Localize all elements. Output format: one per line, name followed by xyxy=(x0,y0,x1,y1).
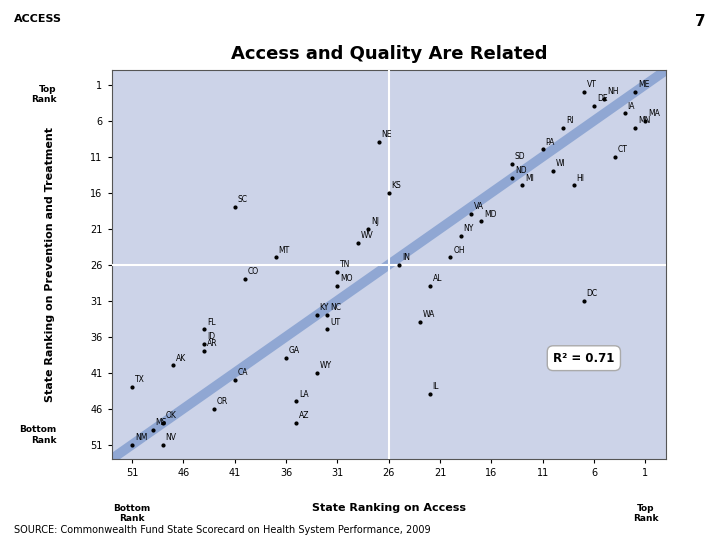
Text: WV: WV xyxy=(361,231,374,240)
Text: MO: MO xyxy=(341,274,353,284)
Text: ACCESS: ACCESS xyxy=(14,14,63,24)
Text: MS: MS xyxy=(156,418,167,428)
Text: CO: CO xyxy=(248,267,259,276)
Text: RI: RI xyxy=(566,116,574,125)
Text: MN: MN xyxy=(638,116,650,125)
Text: ND: ND xyxy=(515,166,526,176)
Text: KS: KS xyxy=(392,181,401,190)
Text: CT: CT xyxy=(618,145,627,154)
Text: MT: MT xyxy=(279,246,290,255)
Text: VA: VA xyxy=(474,202,484,212)
Text: SD: SD xyxy=(515,152,526,161)
Text: IA: IA xyxy=(628,102,635,111)
Text: WI: WI xyxy=(556,159,566,168)
Text: PA: PA xyxy=(546,138,555,147)
Text: NC: NC xyxy=(330,303,341,312)
Title: Access and Quality Are Related: Access and Quality Are Related xyxy=(230,45,547,63)
Text: R² = 0.71: R² = 0.71 xyxy=(553,352,615,365)
Text: TX: TX xyxy=(135,375,145,384)
Text: Bottom
Rank: Bottom Rank xyxy=(114,504,150,523)
Text: KY: KY xyxy=(320,303,329,312)
Text: VT: VT xyxy=(587,80,596,89)
Text: GA: GA xyxy=(289,347,300,355)
Text: SOURCE: Commonwealth Fund State Scorecard on Health System Performance, 2009: SOURCE: Commonwealth Fund State Scorecar… xyxy=(14,524,431,535)
Text: NJ: NJ xyxy=(371,217,379,226)
Text: MA: MA xyxy=(648,109,660,118)
Text: IL: IL xyxy=(433,382,439,392)
Text: Top
Rank: Top Rank xyxy=(633,504,658,523)
Text: OR: OR xyxy=(217,397,228,406)
Text: AL: AL xyxy=(433,274,442,284)
Text: AZ: AZ xyxy=(300,411,310,420)
Text: HI: HI xyxy=(577,174,585,183)
Text: ID: ID xyxy=(207,332,215,341)
Text: OK: OK xyxy=(166,411,176,420)
Text: NY: NY xyxy=(464,224,474,233)
Text: SC: SC xyxy=(238,195,248,204)
Text: TN: TN xyxy=(341,260,351,269)
Text: MI: MI xyxy=(525,174,534,183)
Text: NH: NH xyxy=(607,87,618,96)
Text: ME: ME xyxy=(638,80,649,89)
Text: WA: WA xyxy=(423,310,435,320)
Text: WY: WY xyxy=(320,361,332,370)
Text: LA: LA xyxy=(300,390,309,399)
Text: DC: DC xyxy=(587,289,598,298)
Text: Bottom
Rank: Bottom Rank xyxy=(19,425,56,444)
Text: UT: UT xyxy=(330,318,340,327)
Text: IN: IN xyxy=(402,253,410,262)
Text: DE: DE xyxy=(597,94,608,104)
Y-axis label: State Ranking on Prevention and Treatment: State Ranking on Prevention and Treatmen… xyxy=(45,127,55,402)
Text: CA: CA xyxy=(238,368,248,377)
Text: NE: NE xyxy=(382,131,392,139)
Text: 7: 7 xyxy=(695,14,706,29)
Text: AR: AR xyxy=(207,339,217,348)
Text: AK: AK xyxy=(176,354,186,363)
Text: NV: NV xyxy=(166,433,176,442)
X-axis label: State Ranking on Access: State Ranking on Access xyxy=(312,503,466,513)
Text: NM: NM xyxy=(135,433,148,442)
Text: Top
Rank: Top Rank xyxy=(31,85,56,104)
Text: OH: OH xyxy=(453,246,465,255)
Text: FL: FL xyxy=(207,318,215,327)
Text: MD: MD xyxy=(484,210,497,219)
